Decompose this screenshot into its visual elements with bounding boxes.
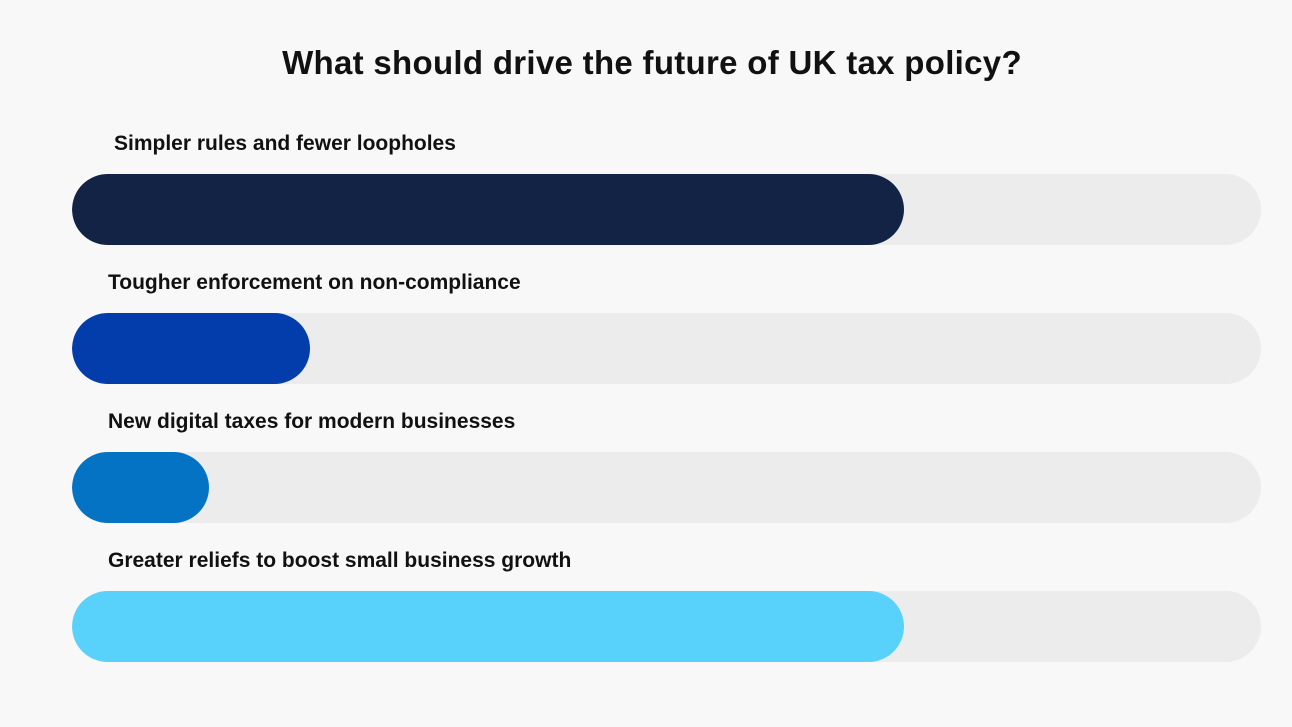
- bar-track: [72, 591, 1261, 662]
- bar-track: [72, 313, 1261, 384]
- bar-fill: [72, 591, 904, 662]
- poll-option-label: Tougher enforcement on non-compliance: [108, 271, 521, 294]
- bar-fill: [72, 452, 209, 523]
- bar-track: [72, 174, 1261, 245]
- bar-track: [72, 452, 1261, 523]
- poll-option-label: Greater reliefs to boost small business …: [108, 549, 572, 572]
- poll-option-label: Simpler rules and fewer loopholes: [114, 132, 456, 155]
- chart-title: What should drive the future of UK tax p…: [282, 44, 1022, 81]
- bar-fill: [72, 313, 310, 384]
- poll-option-label: New digital taxes for modern businesses: [108, 410, 516, 433]
- bar-fill: [72, 174, 904, 245]
